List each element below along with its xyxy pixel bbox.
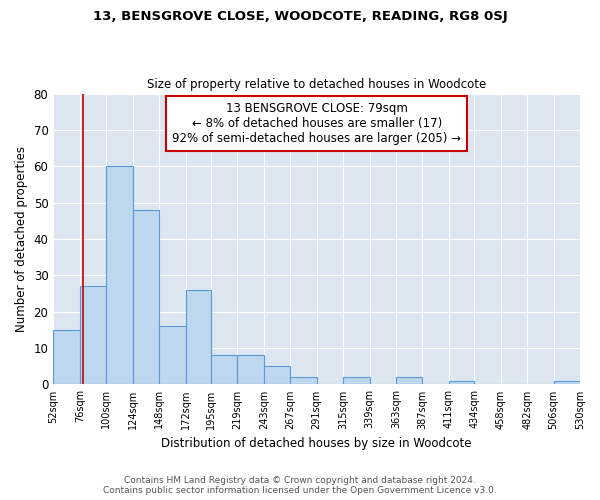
- Text: Contains HM Land Registry data © Crown copyright and database right 2024.
Contai: Contains HM Land Registry data © Crown c…: [103, 476, 497, 495]
- Bar: [264, 366, 290, 384]
- Bar: [290, 377, 317, 384]
- Y-axis label: Number of detached properties: Number of detached properties: [15, 146, 28, 332]
- Bar: [343, 377, 370, 384]
- Bar: [396, 377, 422, 384]
- Text: 13 BENSGROVE CLOSE: 79sqm
← 8% of detached houses are smaller (17)
92% of semi-d: 13 BENSGROVE CLOSE: 79sqm ← 8% of detach…: [172, 102, 461, 146]
- Title: Size of property relative to detached houses in Woodcote: Size of property relative to detached ho…: [147, 78, 486, 91]
- Bar: [554, 381, 580, 384]
- Bar: [159, 326, 185, 384]
- Bar: [211, 356, 238, 384]
- Bar: [53, 330, 80, 384]
- Bar: [238, 356, 264, 384]
- Bar: [106, 166, 133, 384]
- Bar: [133, 210, 159, 384]
- Bar: [185, 290, 211, 384]
- X-axis label: Distribution of detached houses by size in Woodcote: Distribution of detached houses by size …: [161, 437, 472, 450]
- Bar: [80, 286, 106, 384]
- Bar: [449, 381, 474, 384]
- Text: 13, BENSGROVE CLOSE, WOODCOTE, READING, RG8 0SJ: 13, BENSGROVE CLOSE, WOODCOTE, READING, …: [92, 10, 508, 23]
